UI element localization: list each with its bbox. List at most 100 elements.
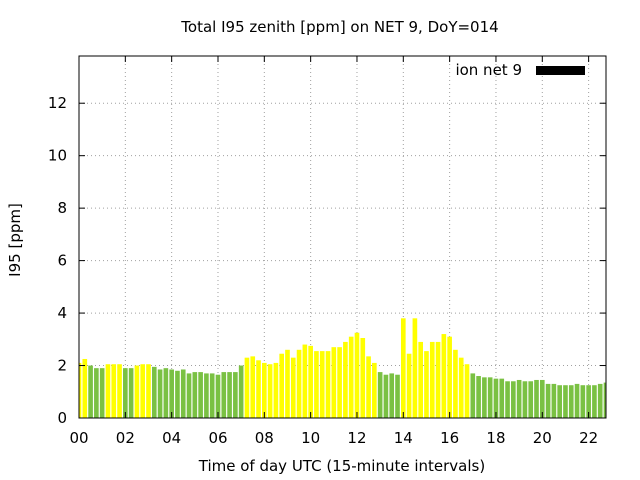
bar bbox=[221, 372, 227, 418]
x-tick-label: 18 bbox=[486, 429, 505, 447]
bar bbox=[406, 353, 412, 418]
bar bbox=[372, 362, 377, 418]
bar bbox=[163, 368, 169, 418]
grid bbox=[79, 56, 606, 418]
bar bbox=[123, 368, 128, 418]
bar bbox=[319, 351, 325, 418]
bar bbox=[348, 336, 354, 418]
bar bbox=[400, 318, 406, 418]
bar bbox=[157, 369, 163, 418]
bar bbox=[464, 364, 470, 418]
bar bbox=[128, 368, 134, 418]
bar bbox=[215, 374, 221, 418]
x-tick-label: 14 bbox=[394, 429, 413, 447]
bar bbox=[499, 378, 505, 418]
legend-swatch bbox=[536, 66, 585, 75]
y-tick-label: 2 bbox=[57, 357, 67, 375]
bar bbox=[395, 374, 400, 418]
bar bbox=[360, 337, 366, 418]
bar bbox=[111, 364, 117, 418]
bar bbox=[592, 385, 597, 418]
y-tick-label: 4 bbox=[57, 304, 67, 322]
y-tick-label: 10 bbox=[48, 147, 67, 165]
bar bbox=[82, 358, 88, 418]
bar bbox=[389, 373, 395, 418]
bar bbox=[597, 383, 603, 418]
bar bbox=[117, 364, 122, 418]
bar bbox=[366, 356, 371, 418]
bar bbox=[267, 364, 273, 418]
y-tick-label: 6 bbox=[57, 252, 67, 270]
bar bbox=[447, 336, 452, 418]
plot-frame bbox=[78, 55, 607, 419]
bar bbox=[505, 381, 510, 418]
bar bbox=[227, 372, 232, 418]
bar bbox=[105, 364, 111, 418]
bar bbox=[580, 385, 586, 418]
bar bbox=[192, 372, 198, 418]
x-tick-label: 00 bbox=[69, 429, 88, 447]
bar bbox=[180, 369, 186, 418]
bar bbox=[522, 381, 528, 418]
bar bbox=[244, 357, 250, 418]
x-tick-label: 10 bbox=[301, 429, 320, 447]
bar bbox=[290, 357, 296, 418]
bar bbox=[151, 366, 157, 418]
x-tick-label: 08 bbox=[255, 429, 274, 447]
bar bbox=[487, 377, 493, 418]
bar bbox=[325, 351, 331, 418]
x-tick-label: 22 bbox=[579, 429, 598, 447]
bar bbox=[482, 377, 487, 418]
legend-label: ion net 9 bbox=[455, 61, 522, 79]
x-tick-label: 20 bbox=[533, 429, 552, 447]
bar bbox=[539, 379, 545, 418]
bar bbox=[418, 341, 423, 418]
bar bbox=[198, 372, 203, 418]
bar bbox=[302, 344, 308, 418]
bar bbox=[250, 356, 256, 418]
bar bbox=[424, 351, 429, 418]
bar bbox=[377, 372, 383, 418]
bar bbox=[285, 349, 290, 418]
bar bbox=[273, 362, 279, 418]
y-tick-label: 0 bbox=[57, 409, 67, 427]
bar bbox=[256, 360, 261, 418]
bar bbox=[169, 369, 174, 418]
bar bbox=[79, 362, 82, 418]
bar bbox=[238, 365, 244, 418]
bar bbox=[516, 379, 522, 418]
bar bbox=[279, 353, 285, 418]
chart-title: Total I95 zenith [ppm] on NET 9, DoY=014 bbox=[180, 18, 498, 36]
bar bbox=[88, 365, 93, 418]
bar bbox=[568, 385, 574, 418]
bar bbox=[140, 364, 146, 418]
x-tick-label: 12 bbox=[347, 429, 366, 447]
bar bbox=[557, 385, 562, 418]
bar bbox=[476, 376, 481, 418]
y-tick-label: 8 bbox=[57, 199, 67, 217]
x-axis-label: Time of day UTC (15-minute intervals) bbox=[198, 457, 485, 475]
bar bbox=[511, 381, 516, 418]
bar bbox=[528, 381, 534, 418]
bar bbox=[204, 373, 209, 418]
bar bbox=[331, 347, 337, 418]
bar bbox=[603, 382, 606, 418]
y-tick-label: 12 bbox=[48, 94, 67, 112]
bars bbox=[79, 318, 606, 418]
bar bbox=[296, 349, 302, 418]
bar bbox=[453, 349, 458, 418]
bar bbox=[337, 347, 342, 418]
bar bbox=[134, 365, 140, 418]
bar bbox=[586, 385, 591, 418]
bar bbox=[146, 364, 151, 418]
x-tick-label: 04 bbox=[162, 429, 181, 447]
bar bbox=[262, 362, 267, 418]
bar bbox=[441, 334, 447, 418]
legend: ion net 9 bbox=[455, 61, 585, 79]
bar bbox=[412, 318, 418, 418]
bar bbox=[354, 332, 360, 418]
bar bbox=[534, 379, 539, 418]
x-tick-label: 02 bbox=[116, 429, 135, 447]
